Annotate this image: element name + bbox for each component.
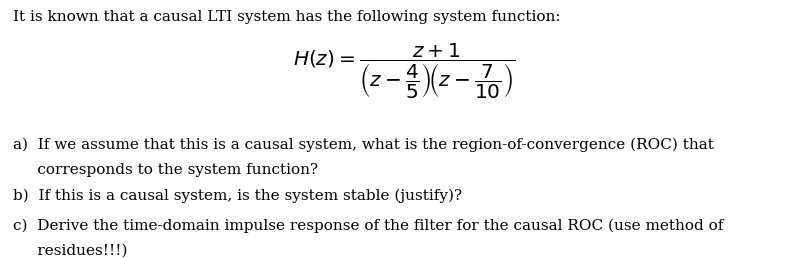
Text: a)  If we assume that this is a causal system, what is the region-of-convergence: a) If we assume that this is a causal sy… <box>13 138 714 152</box>
Text: b)  If this is a causal system, is the system stable (justify)?: b) If this is a causal system, is the sy… <box>13 189 462 203</box>
Text: corresponds to the system function?: corresponds to the system function? <box>13 163 318 177</box>
Text: residues!!!): residues!!!) <box>13 243 128 257</box>
Text: $H(z) = \dfrac{z+1}{\left(z-\dfrac{4}{5}\right)\!\left(z-\dfrac{7}{10}\right)}$: $H(z) = \dfrac{z+1}{\left(z-\dfrac{4}{5}… <box>292 42 516 101</box>
Text: It is known that a causal LTI system has the following system function:: It is known that a causal LTI system has… <box>13 10 561 24</box>
Text: c)  Derive the time-domain impulse response of the filter for the causal ROC (us: c) Derive the time-domain impulse respon… <box>13 218 723 233</box>
